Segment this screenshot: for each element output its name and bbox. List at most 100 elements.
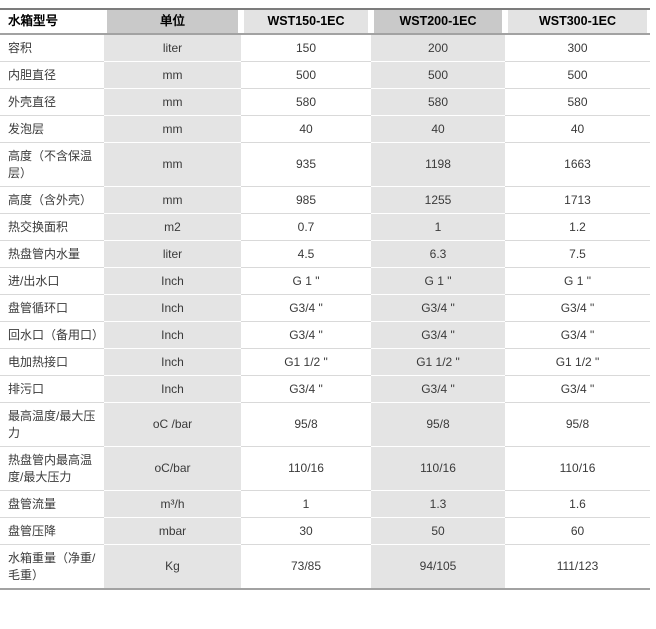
value-cell-wst300: 111/123 (505, 544, 650, 590)
column-header-wst150: WST150-1EC (241, 9, 371, 35)
water-tank-spec-table: 水箱型号 单位 WST150-1EC WST200-1EC WST300-1EC… (0, 8, 650, 590)
table-row: 高度（含外壳） mm 985 1255 1713 (0, 186, 650, 214)
unit-cell: Inch (104, 294, 241, 322)
header-row: 水箱型号 单位 WST150-1EC WST200-1EC WST300-1EC (0, 9, 650, 35)
spec-row-label: 电加热接口 (0, 348, 104, 376)
spec-row-label: 最高温度/最大压力 (0, 402, 104, 447)
spec-row-label: 排污口 (0, 375, 104, 403)
value-cell-wst150: G3/4 " (241, 321, 371, 349)
spec-row-label: 高度（不含保温层） (0, 142, 104, 187)
table-row: 排污口 Inch G3/4 " G3/4 " G3/4 " (0, 375, 650, 403)
value-cell-wst300: 1.6 (505, 490, 650, 518)
value-cell-wst300: 1.2 (505, 213, 650, 241)
spec-row-label: 盘管循环口 (0, 294, 104, 322)
spec-row-label: 盘管流量 (0, 490, 104, 518)
spec-row-label: 水箱重量（净重/毛重） (0, 544, 104, 590)
spec-row-label: 热盘管内最高温度/最大压力 (0, 446, 104, 491)
value-cell-wst200: 1255 (371, 186, 505, 214)
value-cell-wst150: 95/8 (241, 402, 371, 447)
unit-cell: oC /bar (104, 402, 241, 447)
table-row: 盘管循环口 Inch G3/4 " G3/4 " G3/4 " (0, 294, 650, 322)
value-cell-wst150: 40 (241, 115, 371, 143)
value-cell-wst300: 300 (505, 34, 650, 62)
value-cell-wst150: 935 (241, 142, 371, 187)
value-cell-wst300: 95/8 (505, 402, 650, 447)
value-cell-wst150: 4.5 (241, 240, 371, 268)
unit-cell: Inch (104, 267, 241, 295)
value-cell-wst150: 500 (241, 61, 371, 89)
unit-cell: mm (104, 142, 241, 187)
value-cell-wst150: 985 (241, 186, 371, 214)
value-cell-wst150: 30 (241, 517, 371, 545)
spec-row-label: 回水口（备用口） (0, 321, 104, 349)
value-cell-wst300: 1663 (505, 142, 650, 187)
spec-row-label: 内胆直径 (0, 61, 104, 89)
table-row: 回水口（备用口） Inch G3/4 " G3/4 " G3/4 " (0, 321, 650, 349)
value-cell-wst200: G3/4 " (371, 375, 505, 403)
value-cell-wst300: 580 (505, 88, 650, 116)
unit-cell: mbar (104, 517, 241, 545)
unit-cell: oC/bar (104, 446, 241, 491)
value-cell-wst200: 95/8 (371, 402, 505, 447)
column-header-wst300: WST300-1EC (505, 9, 650, 35)
spec-row-label: 热盘管内水量 (0, 240, 104, 268)
unit-cell: m³/h (104, 490, 241, 518)
unit-cell: mm (104, 186, 241, 214)
value-cell-wst150: 1 (241, 490, 371, 518)
value-cell-wst200: 6.3 (371, 240, 505, 268)
unit-cell: Inch (104, 321, 241, 349)
spec-row-label: 容积 (0, 34, 104, 62)
value-cell-wst300: G3/4 " (505, 375, 650, 403)
table-row: 容积 liter 150 200 300 (0, 34, 650, 62)
spec-row-label: 热交换面积 (0, 213, 104, 241)
value-cell-wst300: G 1 " (505, 267, 650, 295)
value-cell-wst150: 150 (241, 34, 371, 62)
value-cell-wst150: G 1 " (241, 267, 371, 295)
value-cell-wst300: 40 (505, 115, 650, 143)
value-cell-wst150: G3/4 " (241, 375, 371, 403)
table-row: 热盘管内最高温度/最大压力 oC/bar 110/16 110/16 110/16 (0, 446, 650, 491)
column-header-unit: 单位 (104, 9, 241, 35)
value-cell-wst200: 1 (371, 213, 505, 241)
value-cell-wst200: G3/4 " (371, 294, 505, 322)
value-cell-wst200: 1198 (371, 142, 505, 187)
value-cell-wst300: 500 (505, 61, 650, 89)
spec-table-body: 容积 liter 150 200 300 内胆直径 mm 500 500 500 外壳直径 mm 580… (0, 34, 650, 590)
value-cell-wst200: 94/105 (371, 544, 505, 590)
unit-cell: mm (104, 115, 241, 143)
value-cell-wst300: G1 1/2 " (505, 348, 650, 376)
value-cell-wst200: 50 (371, 517, 505, 545)
value-cell-wst200: G 1 " (371, 267, 505, 295)
table-row: 最高温度/最大压力 oC /bar 95/8 95/8 95/8 (0, 402, 650, 447)
value-cell-wst300: 60 (505, 517, 650, 545)
value-cell-wst150: G1 1/2 " (241, 348, 371, 376)
unit-cell: liter (104, 240, 241, 268)
table-row: 水箱重量（净重/毛重） Kg 73/85 94/105 111/123 (0, 544, 650, 590)
spec-row-label: 进/出水口 (0, 267, 104, 295)
table-row: 高度（不含保温层） mm 935 1198 1663 (0, 142, 650, 187)
table-row: 发泡层 mm 40 40 40 (0, 115, 650, 143)
table-row: 盘管流量 m³/h 1 1.3 1.6 (0, 490, 650, 518)
value-cell-wst300: G3/4 " (505, 321, 650, 349)
unit-cell: Kg (104, 544, 241, 590)
value-cell-wst150: 73/85 (241, 544, 371, 590)
spec-row-label: 盘管压降 (0, 517, 104, 545)
table-row: 热交换面积 m2 0.7 1 1.2 (0, 213, 650, 241)
column-header-model: 水箱型号 (0, 9, 104, 35)
value-cell-wst150: 0.7 (241, 213, 371, 241)
value-cell-wst150: 580 (241, 88, 371, 116)
unit-cell: m2 (104, 213, 241, 241)
value-cell-wst300: G3/4 " (505, 294, 650, 322)
value-cell-wst200: 500 (371, 61, 505, 89)
table-row: 内胆直径 mm 500 500 500 (0, 61, 650, 89)
value-cell-wst300: 1713 (505, 186, 650, 214)
value-cell-wst200: 200 (371, 34, 505, 62)
value-cell-wst200: G1 1/2 " (371, 348, 505, 376)
spec-sheet: 水箱型号 单位 WST150-1EC WST200-1EC WST300-1EC… (0, 8, 650, 590)
value-cell-wst300: 110/16 (505, 446, 650, 491)
unit-cell: liter (104, 34, 241, 62)
spec-row-label: 外壳直径 (0, 88, 104, 116)
unit-cell: Inch (104, 375, 241, 403)
value-cell-wst300: 7.5 (505, 240, 650, 268)
value-cell-wst200: 1.3 (371, 490, 505, 518)
